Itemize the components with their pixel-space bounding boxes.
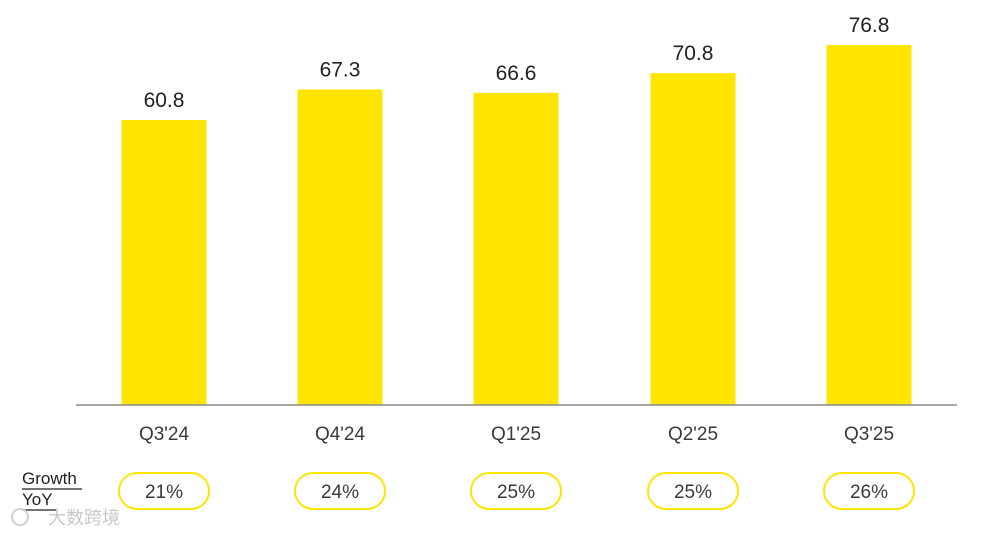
growth-pill bbox=[647, 472, 739, 510]
bar-Q3'25 bbox=[826, 45, 912, 405]
growth-value: 21% bbox=[145, 482, 183, 503]
growth-pill bbox=[118, 472, 210, 510]
growth-value: 26% bbox=[850, 482, 888, 503]
growth-pill bbox=[823, 472, 915, 510]
growth-value: 25% bbox=[497, 482, 535, 503]
value-label: 76.8 bbox=[849, 14, 890, 37]
growth-value: 24% bbox=[321, 482, 359, 503]
bar-Q3'24 bbox=[121, 120, 207, 405]
bar-Q2'25 bbox=[650, 73, 736, 405]
growth-pill bbox=[470, 472, 562, 510]
bar-Q1'25 bbox=[473, 92, 559, 405]
bars-group bbox=[121, 45, 912, 405]
growth-pills-group: 21% 24% 25% 25% 26% bbox=[118, 472, 915, 510]
x-tick-label: Q3'25 bbox=[844, 424, 894, 445]
growth-header-line2: YoY bbox=[22, 490, 53, 509]
watermark: 大数跨境 bbox=[11, 508, 120, 529]
bar-Q4'24 bbox=[297, 89, 383, 405]
growth-header-line1: Growth bbox=[22, 469, 77, 488]
growth-value: 25% bbox=[674, 482, 712, 503]
value-label: 60.8 bbox=[144, 89, 185, 112]
x-tick-label: Q1'25 bbox=[491, 424, 541, 445]
value-labels-group: 60.8 67.3 66.6 70.8 76.8 bbox=[144, 14, 890, 112]
growth-pill bbox=[294, 472, 386, 510]
x-tick-label: Q4'24 bbox=[315, 424, 366, 445]
value-label: 70.8 bbox=[673, 42, 714, 65]
watermark-logo-icon bbox=[11, 508, 29, 526]
value-label: 67.3 bbox=[320, 59, 361, 82]
watermark-text: 大数跨境 bbox=[48, 508, 120, 529]
x-tick-label: Q2'25 bbox=[668, 424, 718, 445]
growth-header: Growth YoY bbox=[22, 469, 82, 511]
value-label: 66.6 bbox=[496, 62, 537, 85]
x-tick-label: Q3'24 bbox=[139, 424, 190, 445]
x-tick-labels-group: Q3'24 Q4'24 Q1'25 Q2'25 Q3'25 bbox=[139, 424, 894, 445]
